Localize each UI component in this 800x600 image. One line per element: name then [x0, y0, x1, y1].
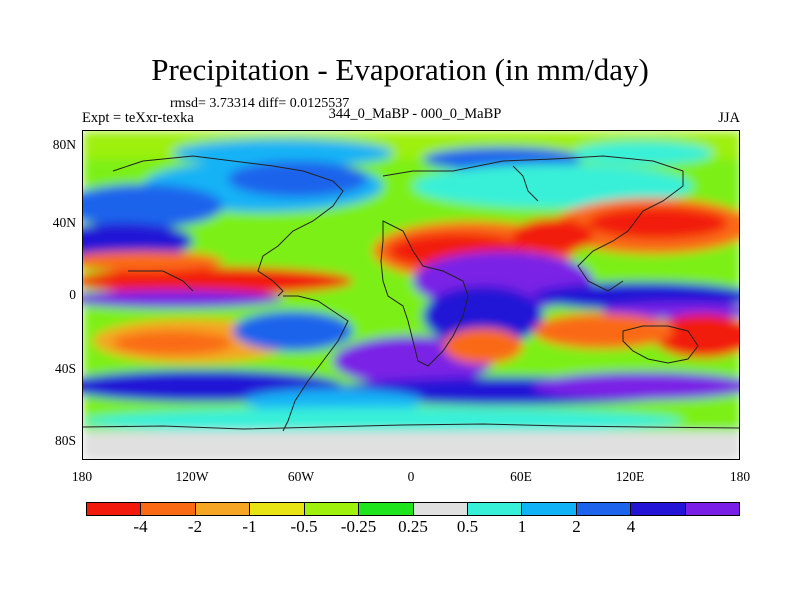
map-panel — [82, 130, 740, 460]
colorbar-segment — [141, 503, 196, 515]
lat-tick-80n: 80N — [52, 137, 76, 152]
colorbar-segment — [413, 503, 468, 515]
colorbar-segment — [576, 503, 632, 515]
lat-tick-80s: 80S — [54, 433, 76, 448]
precip-evap-map — [83, 131, 739, 459]
season-label: JJA — [718, 110, 740, 126]
colorbar-segment — [87, 503, 142, 515]
colorbar-segment — [631, 503, 686, 515]
colorbar-label: -4 — [133, 517, 148, 536]
lon-tick-60w: 60W — [287, 469, 315, 484]
colorbar-label: 0.25 — [398, 517, 428, 536]
colorbar-label: -0.5 — [290, 517, 318, 536]
comparison-label: 344_0_MaBP - 000_0_MaBP — [328, 106, 502, 122]
colorbar-segment — [685, 503, 740, 515]
colorbar-segment — [304, 503, 360, 515]
lon-tick-120w: 120W — [175, 469, 209, 484]
lat-tick-40n: 40N — [52, 215, 76, 230]
plot-title: Precipitation - Evaporation (in mm/day) — [151, 52, 649, 87]
experiment-label: Expt = teXxr-texka — [82, 110, 194, 126]
colorbar-segment — [522, 503, 577, 515]
colorbar — [86, 502, 740, 516]
colorbar-segment — [195, 503, 251, 515]
colorbar-label: 2 — [572, 517, 581, 536]
colorbar-label: 1 — [517, 517, 527, 536]
lon-tick-0: 0 — [407, 469, 415, 484]
colorbar-segment — [467, 503, 523, 515]
colorbar-label: -1 — [242, 517, 257, 536]
colorbar-label: -2 — [187, 517, 203, 536]
lon-tick-180e: 180 — [729, 469, 751, 484]
colorbar-segment — [250, 503, 305, 515]
lat-tick-40s: 40S — [54, 361, 76, 376]
colorbar-segment — [359, 503, 414, 515]
lat-tick-0: 0 — [69, 287, 76, 302]
lon-tick-60e: 60E — [510, 469, 532, 484]
stats-text: rmsd= 3.73314 diff= 0.0125537 — [170, 96, 350, 111]
colorbar-label: 4 — [626, 517, 636, 536]
colorbar-label: -0.25 — [340, 517, 377, 536]
lon-tick-180w: 180 — [71, 469, 93, 484]
lon-tick-120e: 120E — [615, 469, 645, 484]
colorbar-label: 0.5 — [456, 517, 479, 536]
